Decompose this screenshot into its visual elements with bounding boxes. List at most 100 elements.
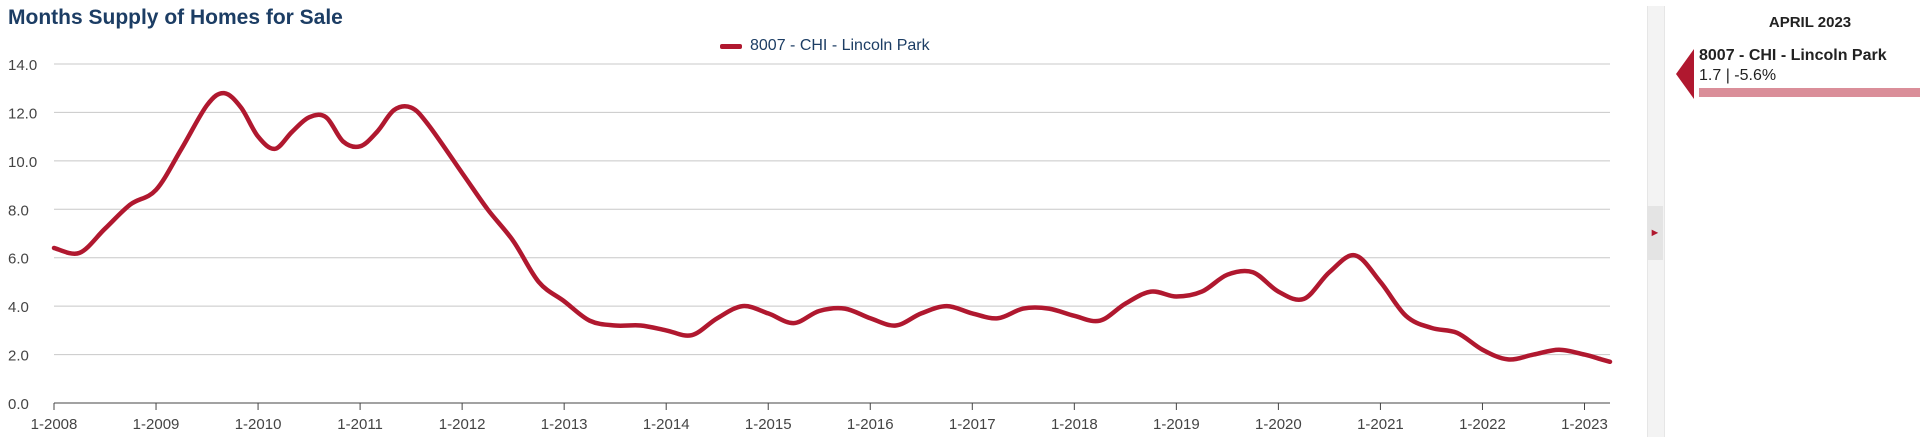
- data-point: [377, 131, 378, 132]
- x-tick-label: 1-2018: [1051, 416, 1098, 433]
- data-point: [997, 318, 998, 319]
- data-point: [394, 110, 395, 111]
- series-line: [51, 90, 1613, 365]
- y-tick-label: 8.0: [8, 202, 29, 219]
- x-tick-label: 1-2012: [439, 416, 486, 433]
- data-point: [326, 117, 327, 118]
- chart-legend[interactable]: 8007 - CHI - Lincoln Park: [720, 37, 930, 55]
- data-point: [54, 248, 55, 249]
- y-tick-label: 0.0: [8, 396, 29, 413]
- data-point: [742, 306, 743, 307]
- x-tick-label: 1-2009: [133, 416, 180, 433]
- data-point: [1023, 308, 1024, 309]
- data-point: [666, 330, 667, 331]
- x-tick-label: 1-2008: [31, 416, 78, 433]
- y-tick-label: 2.0: [8, 348, 29, 365]
- data-point: [156, 189, 157, 190]
- x-tick-label: 1-2019: [1153, 416, 1200, 433]
- data-point: [640, 325, 641, 326]
- data-point: [921, 313, 922, 314]
- data-point: [1354, 255, 1355, 256]
- data-point: [1457, 332, 1458, 333]
- data-point: [1482, 349, 1483, 350]
- data-point: [224, 93, 225, 94]
- data-point: [1176, 296, 1177, 297]
- x-tick-label: 1-2015: [745, 416, 792, 433]
- data-point: [275, 148, 276, 149]
- data-point: [130, 204, 131, 205]
- data-point: [819, 311, 820, 312]
- data-point: [1048, 308, 1049, 309]
- data-point: [487, 209, 488, 210]
- data-point: [564, 301, 565, 302]
- data-point: [241, 107, 242, 108]
- y-tick-label: 4.0: [8, 299, 29, 316]
- data-point: [1533, 354, 1534, 355]
- data-point: [207, 105, 208, 106]
- expand-arrow-icon: ►: [1649, 227, 1661, 239]
- data-point: [309, 117, 310, 118]
- data-point: [946, 306, 947, 307]
- panel-toggle-handle[interactable]: ►: [1647, 206, 1663, 260]
- data-point: [343, 141, 344, 142]
- x-tick-label: 1-2023: [1561, 416, 1608, 433]
- data-point: [870, 318, 871, 319]
- x-tick-label: 1-2017: [949, 416, 996, 433]
- series-marker-icon: [1676, 49, 1694, 99]
- data-point: [1201, 291, 1202, 292]
- data-point: [1074, 315, 1075, 316]
- x-tick-label: 1-2020: [1255, 416, 1302, 433]
- data-point: [1610, 361, 1611, 362]
- side-panel-value-bar: [1699, 88, 1920, 97]
- data-point: [1227, 274, 1228, 275]
- legend-swatch: [720, 43, 742, 49]
- data-point: [1508, 359, 1509, 360]
- data-point: [428, 124, 429, 125]
- data-point: [1405, 315, 1406, 316]
- data-point: [513, 240, 514, 241]
- data-point: [895, 325, 896, 326]
- data-point: [793, 323, 794, 324]
- data-point: [1601, 359, 1602, 360]
- data-point: [768, 313, 769, 314]
- y-tick-label: 12.0: [8, 105, 37, 122]
- side-panel-series-name: 8007 - CHI - Lincoln Park: [1699, 47, 1887, 64]
- data-point: [538, 281, 539, 282]
- x-tick-label: 1-2016: [847, 416, 894, 433]
- chart-title: Months Supply of Homes for Sale: [8, 6, 343, 29]
- data-point: [972, 313, 973, 314]
- data-point: [717, 318, 718, 319]
- legend-label: 8007 - CHI - Lincoln Park: [750, 37, 930, 54]
- data-point: [1099, 320, 1100, 321]
- y-tick-label: 6.0: [8, 251, 29, 268]
- side-panel-value: 1.7 | -5.6%: [1699, 67, 1777, 84]
- data-point: [1125, 303, 1126, 304]
- x-tick-label: 1-2014: [643, 416, 690, 433]
- data-point: [258, 136, 259, 137]
- data-point: [462, 173, 463, 174]
- data-point: [105, 228, 106, 229]
- data-point: [615, 325, 616, 326]
- x-tick-label: 1-2011: [337, 416, 383, 433]
- data-point: [1584, 354, 1585, 355]
- data-point: [1303, 298, 1304, 299]
- data-point: [181, 148, 182, 149]
- data-point: [411, 107, 412, 108]
- data-point: [1278, 291, 1279, 292]
- line-chart: 0.0 2.0 4.0 6.0 8.0 10.0 12.0 14.0 1-2008 1-2009 1…: [8, 57, 1613, 433]
- data-point: [589, 320, 590, 321]
- data-point: [1380, 281, 1381, 282]
- data-point: [1252, 272, 1253, 273]
- data-point: [844, 308, 845, 309]
- data-point: [1431, 327, 1432, 328]
- data-point: [79, 252, 80, 253]
- data-point: [1150, 291, 1151, 292]
- x-tick-label: 1-2022: [1459, 416, 1506, 433]
- data-point: [1329, 272, 1330, 273]
- data-point: [360, 146, 361, 147]
- data-point: [691, 335, 692, 336]
- y-tick-label: 10.0: [8, 154, 37, 171]
- data-point: [1559, 349, 1560, 350]
- side-panel-period: APRIL 2023: [1768, 14, 1852, 31]
- data-point: [292, 131, 293, 132]
